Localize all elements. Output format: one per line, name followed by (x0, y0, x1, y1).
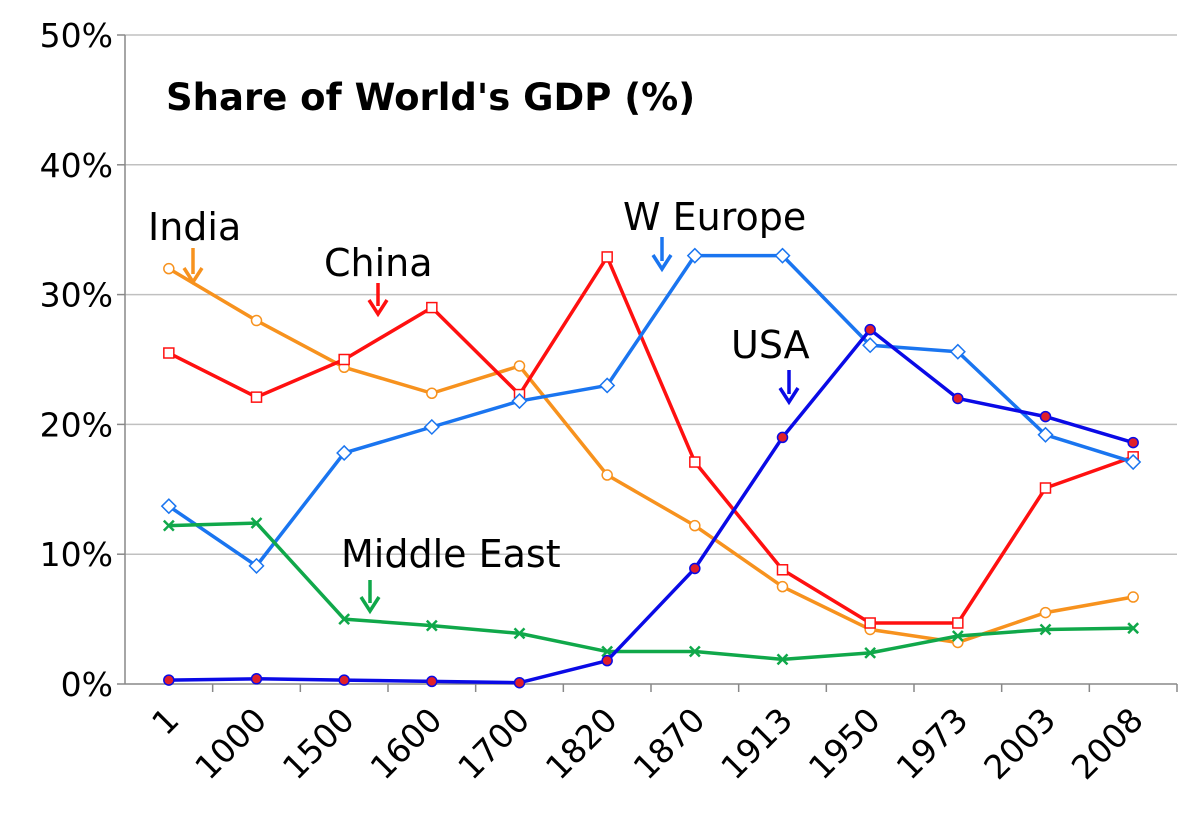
label-usa: USA (731, 323, 810, 367)
point-w-europe (423, 418, 440, 436)
point-china (601, 251, 613, 263)
point-middle-east (864, 646, 877, 659)
point-usa (1127, 436, 1139, 449)
point-w-europe (1037, 426, 1054, 443)
x-tick-label: 1000 (187, 700, 274, 787)
label-w-europe: W Europe (623, 195, 806, 239)
point-w-europe (949, 343, 966, 360)
point-china (864, 617, 876, 629)
line-india (167, 267, 1134, 645)
point-w-europe (686, 247, 703, 264)
point-usa (689, 562, 701, 575)
point-w-europe (599, 377, 616, 394)
series-layer (160, 247, 1142, 689)
point-china (250, 391, 263, 403)
point-middle-east (162, 519, 175, 532)
line-china (168, 255, 1134, 625)
point-usa (864, 323, 876, 336)
point-middle-east (688, 645, 701, 658)
point-middle-east (1039, 623, 1052, 636)
point-usa (601, 654, 613, 667)
x-tick-label: 1870 (626, 700, 713, 787)
x-tick-label: 1973 (889, 700, 976, 787)
point-usa (952, 392, 964, 405)
x-tick-label: 1500 (275, 700, 362, 787)
point-middle-east (338, 613, 351, 625)
point-middle-east (1127, 622, 1140, 635)
point-usa (1039, 410, 1052, 423)
line-usa (168, 327, 1134, 685)
point-china (426, 301, 438, 314)
x-tick-label: 1950 (801, 700, 888, 787)
y-tick-label: 50% (40, 16, 113, 55)
point-china (689, 456, 701, 468)
y-tick-label: 40% (40, 146, 113, 185)
x-tick-label: 2003 (976, 700, 1063, 787)
x-tick-label: 1913 (713, 700, 800, 787)
series-w-europe (160, 247, 1142, 574)
point-china (338, 353, 350, 366)
chart-title: Share of World's GDP (%) (166, 76, 695, 119)
line-middle-east (168, 521, 1134, 662)
point-usa (513, 676, 526, 689)
point-middle-east (776, 653, 789, 666)
point-india (513, 360, 526, 372)
point-india (163, 262, 175, 275)
point-india (1039, 606, 1052, 619)
point-w-europe (336, 444, 353, 462)
point-india (426, 387, 438, 399)
point-middle-east (951, 630, 964, 642)
series-middle-east (162, 517, 1140, 666)
point-usa (163, 674, 175, 686)
point-china (1039, 482, 1052, 494)
x-tick-label: 1 (144, 700, 186, 742)
x-tick-label: 1820 (538, 700, 625, 787)
series-usa (163, 323, 1139, 689)
point-w-europe (248, 557, 265, 574)
arrowhead-icon (359, 596, 381, 615)
y-tick-label: 20% (40, 405, 113, 444)
point-usa (338, 674, 350, 686)
label-india: India (148, 205, 241, 249)
point-usa (426, 675, 438, 688)
point-china (163, 347, 175, 359)
point-india (1127, 591, 1139, 603)
series-china (163, 251, 1139, 629)
point-middle-east (513, 627, 526, 640)
y-tick-label: 10% (40, 535, 113, 574)
point-india (689, 519, 701, 532)
point-usa (776, 431, 789, 444)
point-w-europe (774, 247, 791, 264)
point-china (952, 617, 964, 629)
label-china: China (324, 241, 433, 285)
point-middle-east (250, 517, 263, 529)
y-tick-label: 0% (61, 665, 113, 704)
annotations: India China W Europe USA Middle East (148, 195, 810, 615)
arrowhead-icon (367, 299, 389, 318)
point-india (250, 314, 263, 327)
point-w-europe (160, 498, 177, 515)
point-w-europe (511, 392, 528, 410)
point-china (776, 564, 789, 576)
point-india (601, 469, 613, 481)
x-tick-label: 1700 (450, 700, 537, 787)
arrowhead-icon (182, 267, 204, 286)
point-usa (250, 673, 263, 685)
point-w-europe (862, 337, 879, 354)
y-tick-label: 30% (40, 276, 113, 315)
x-tick-label: 1600 (363, 700, 450, 787)
arrowhead-icon (778, 387, 800, 406)
point-india (776, 580, 789, 593)
point-w-europe (1125, 453, 1142, 471)
point-middle-east (425, 619, 438, 632)
x-tick-label: 2008 (1064, 700, 1151, 787)
axes: 0% 10% 20% 30% 40% 50% 1 1000 1500 1600 1700 1820 18… (40, 16, 1178, 787)
label-middle-east: Middle East (341, 532, 561, 576)
line-w-europe (167, 253, 1134, 568)
arrowhead-icon (651, 254, 673, 273)
